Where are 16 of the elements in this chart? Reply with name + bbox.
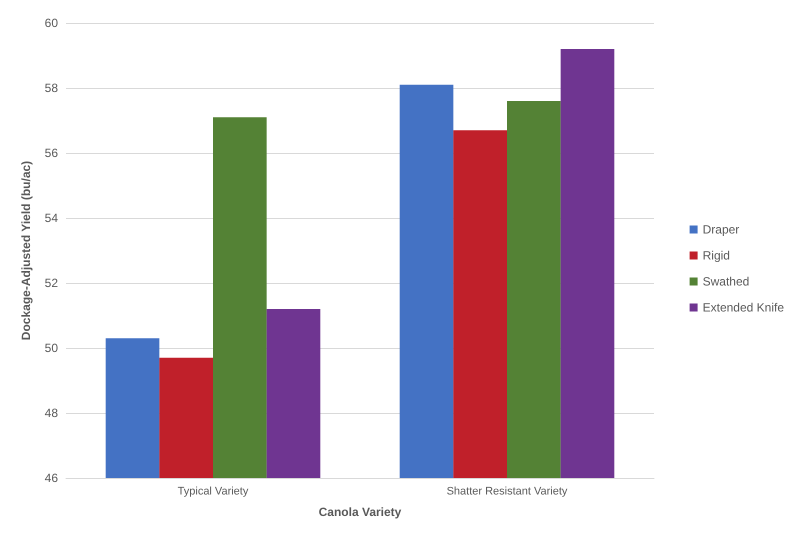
x-axis-title: Canola Variety: [318, 505, 402, 519]
legend-label: Extended Knife: [702, 300, 784, 314]
legend-label: Swathed: [702, 274, 750, 288]
legend-label: Rigid: [702, 248, 730, 262]
x-tick-label: Shatter Resistant Variety: [446, 486, 568, 498]
legend-label: Draper: [702, 222, 740, 236]
y-tick-label: 50: [44, 341, 58, 355]
y-tick-label: 46: [44, 471, 58, 485]
y-tick-label: 54: [44, 211, 58, 225]
y-tick-label: 60: [44, 16, 58, 30]
y-tick-label: 58: [44, 81, 58, 95]
x-tick-label: Typical Variety: [178, 486, 249, 498]
y-tick-label: 56: [44, 146, 58, 160]
y-axis-title: Dockage-Adjusted Yield (bu/ac): [19, 160, 33, 340]
y-tick-label: 48: [44, 406, 58, 420]
y-tick-label: 52: [44, 276, 58, 290]
